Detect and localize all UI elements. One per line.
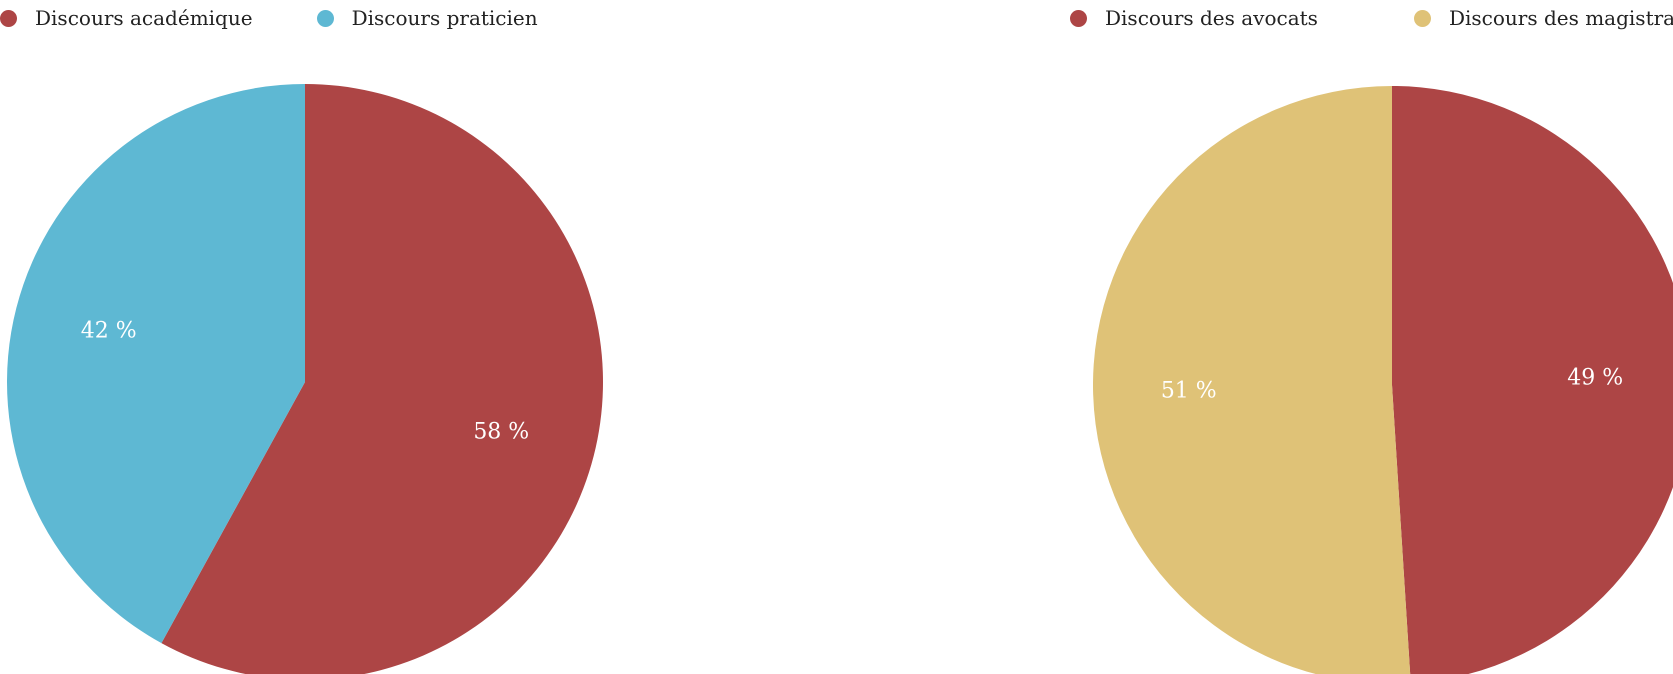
legend: Discours des avocats Discours des magist… <box>1070 6 1673 30</box>
legend-item-praticien[interactable]: Discours praticien <box>316 6 538 30</box>
legend-item-magistrats[interactable]: Discours des magistrats <box>1413 6 1673 30</box>
legend-marker-icon <box>0 9 17 27</box>
legend-label: Discours des avocats <box>1105 6 1318 30</box>
legend-marker-icon <box>1413 9 1431 27</box>
pie-chart-academique-praticien: Discours académique Discours praticien 5… <box>0 0 700 674</box>
pie-slice-2[interactable] <box>1093 86 1411 674</box>
legend-marker-icon <box>316 9 334 27</box>
legend: Discours académique Discours praticien <box>0 6 602 30</box>
pie-slice-1[interactable] <box>1392 86 1673 674</box>
pie-slice-1[interactable] <box>161 84 603 674</box>
legend-marker-icon <box>1070 9 1087 27</box>
legend-label: Discours académique <box>35 6 253 30</box>
data-label: 58 % <box>473 419 529 444</box>
pie-slice-2[interactable] <box>6 84 306 644</box>
legend-label: Discours des magistrats <box>1448 6 1673 30</box>
data-label: 51 % <box>1161 378 1217 403</box>
data-label: 49 % <box>1567 366 1623 391</box>
data-label: 42 % <box>81 319 137 344</box>
legend-item-academique[interactable]: Discours académique <box>0 6 253 30</box>
pie-plot: 58 % 42 % <box>6 84 603 674</box>
legend-label: Discours praticien <box>351 6 538 30</box>
legend-item-avocats[interactable]: Discours des avocats <box>1070 6 1318 30</box>
pie-chart-avocats-magistrats: Discours des avocats Discours des magist… <box>1060 0 1673 674</box>
pie-plot: 49 % 51 % <box>1093 86 1673 674</box>
